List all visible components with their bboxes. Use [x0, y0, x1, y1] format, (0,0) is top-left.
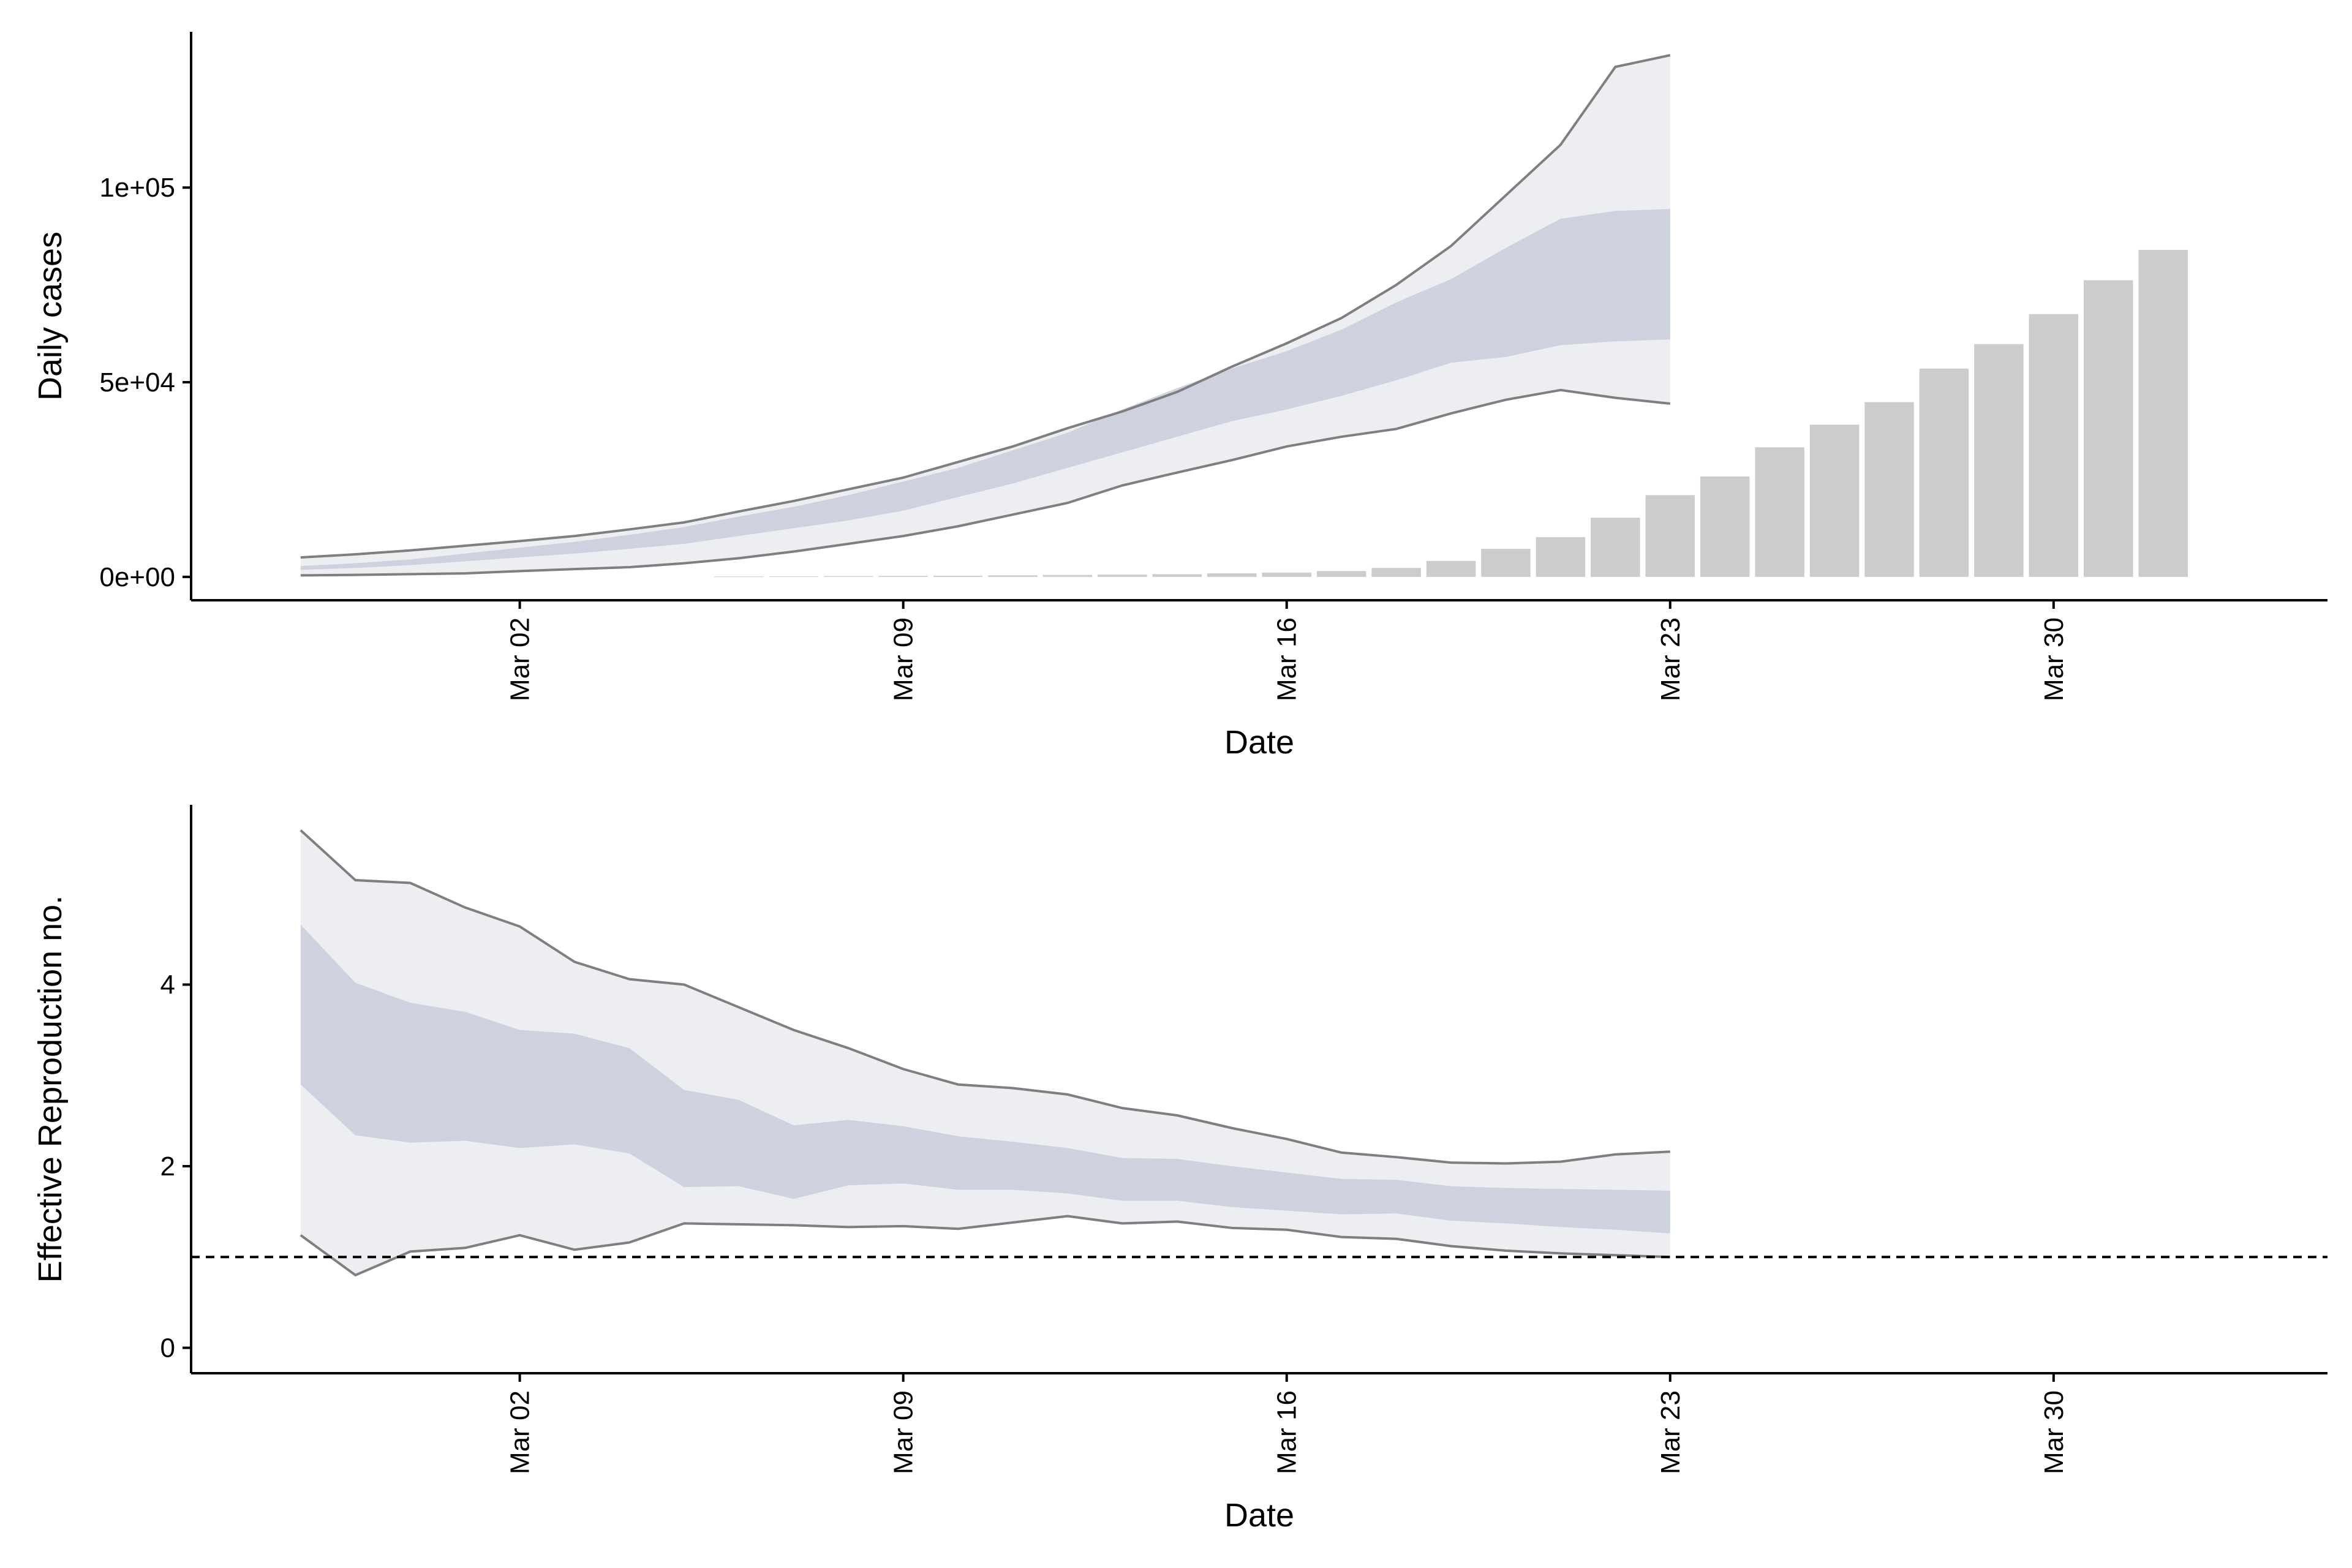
cases-panel: 0e+00 5e+04 1e+05 Mar 02 Mar 09 Mar 16 Mar 23… [32, 32, 2328, 761]
bar [1974, 344, 2024, 577]
inner-interval-band [300, 209, 1670, 570]
x-tick-label: Mar 09 [889, 617, 919, 701]
x-tick-label: Mar 16 [1272, 617, 1302, 701]
x-tick-label: Mar 02 [505, 1390, 535, 1474]
bar [1809, 424, 1860, 577]
outer-interval-band [300, 830, 1670, 1275]
x-tick-label: Mar 09 [889, 1390, 919, 1474]
bar [2084, 280, 2133, 577]
bar [1042, 575, 1093, 577]
bar [1755, 447, 1804, 577]
rt-x-axis-title: Date [1224, 1497, 1294, 1534]
rt-y-axis-title: Effective Reproduction no. [32, 895, 69, 1283]
y-tick-label: 0 [160, 1333, 175, 1363]
inner-interval-band [300, 924, 1670, 1234]
bar [1645, 495, 1695, 577]
rt-x-ticks: Mar 02 Mar 09 Mar 16 Mar 23 Mar 30 [505, 1373, 2069, 1474]
bar [769, 576, 819, 577]
rt-y-ticks: 0 2 4 [160, 970, 191, 1363]
lower-bound-line [300, 388, 1670, 577]
x-tick-label: Mar 23 [1656, 617, 1686, 701]
bar [933, 575, 983, 577]
bar [1426, 560, 1476, 577]
bar [1536, 537, 1586, 577]
y-tick-label: 0e+00 [99, 562, 175, 592]
rt-bound-lines [300, 829, 1670, 1277]
cases-bound-lines [300, 54, 1671, 577]
rt-panel: 024 Mar 02 Mar 09 Mar 16 Mar 23 Mar 30 Date … [32, 805, 2328, 1534]
upper-bound-line [300, 829, 1670, 1165]
upper-bound-line [300, 54, 1671, 559]
rt-estimate-bands [300, 830, 1670, 1275]
bar [1591, 518, 1640, 577]
bar [1700, 476, 1750, 577]
cases-x-axis-title: Date [1224, 724, 1294, 761]
x-tick-label: Mar 30 [2039, 1390, 2069, 1474]
cases-x-ticks: Mar 02 Mar 09 Mar 16 Mar 23 Mar 30 [505, 600, 2069, 701]
y-tick-label: 2 [160, 1152, 175, 1182]
y-tick-label: 5e+04 [99, 368, 175, 398]
x-tick-label: Mar 02 [505, 617, 535, 701]
bar [1152, 574, 1202, 577]
bar [1481, 549, 1531, 577]
bar [2138, 249, 2188, 577]
y-tick-label: 4 [160, 970, 175, 1000]
cases-bars [714, 249, 2188, 578]
bar [823, 576, 873, 577]
bar [1371, 568, 1421, 577]
bar [714, 576, 764, 578]
bar [1262, 572, 1311, 577]
x-tick-label: Mar 30 [2039, 617, 2069, 701]
cases-y-ticks: 0e+00 5e+04 1e+05 [99, 173, 191, 592]
bar [878, 576, 928, 577]
cases-y-axis-title: Daily cases [32, 232, 69, 401]
x-tick-label: Mar 23 [1656, 1390, 1686, 1474]
bar [988, 575, 1038, 577]
bar [1316, 571, 1366, 577]
bar [1207, 573, 1257, 577]
bar [1919, 368, 1969, 577]
y-tick-label: 1e+05 [99, 173, 175, 203]
x-tick-label: Mar 16 [1272, 1390, 1302, 1474]
bar [1864, 402, 1914, 577]
bar [2029, 314, 2079, 577]
lower-bound-line [300, 1215, 1670, 1277]
bar [1098, 575, 1147, 577]
cases-estimate-bands [300, 55, 1670, 576]
